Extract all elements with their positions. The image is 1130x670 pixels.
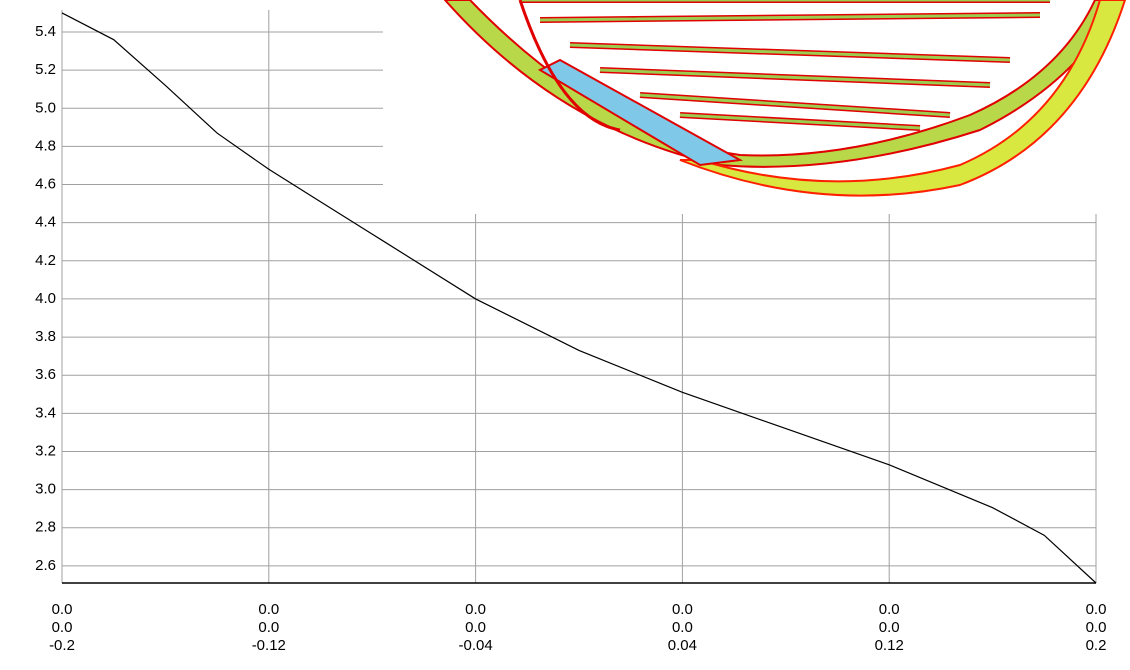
y-tick-label: 4.6 [35,176,56,193]
y-tick-label: 5.0 [35,99,56,116]
y-tick-label: 2.8 [35,519,56,536]
y-tick-label: 4.0 [35,290,56,307]
y-tick-label: 4.8 [35,137,56,154]
x-tick-label-row: 0.0 [1086,601,1107,618]
x-tick-label: 0.04 [668,637,697,654]
y-tick-label: 5.2 [35,61,56,78]
x-tick-label-row: 0.0 [879,601,900,618]
y-tick-label: 3.8 [35,328,56,345]
y-tick-label: 3.4 [35,404,56,421]
x-tick-label: 0.12 [875,637,904,654]
x-tick-label-row: 0.0 [672,601,693,618]
x-tick-label-row: 0.0 [465,601,486,618]
x-tick-label-row: 0.0 [258,601,279,618]
x-tick-label-row: 0.0 [465,619,486,636]
x-tick-label-row: 0.0 [52,601,73,618]
y-tick-label: 3.6 [35,366,56,383]
x-tick-label-row: 0.0 [879,619,900,636]
mesh-overlay [383,0,1130,214]
chart: 2.6 2.8 3.0 3.2 3.4 3.6 3.8 4.0 4.2 4.4 4.6 4.8 5.0 5… [0,0,1130,670]
x-tick-label-row: 0.0 [1086,619,1107,636]
x-tick-label: -0.2 [49,637,75,654]
y-tick-label: 4.4 [35,214,56,231]
x-tick-label-row: 0.0 [672,619,693,636]
y-tick-label: 4.2 [35,252,56,269]
page: {"chart_data": { "type": "line", "x": [-… [0,0,1130,670]
x-tick-label-row: 0.0 [258,619,279,636]
y-tick-label: 3.2 [35,442,56,459]
y-tick-label: 5.4 [35,23,56,40]
x-tick-label-row: 0.0 [52,619,73,636]
y-tick-label: 3.0 [35,481,56,498]
x-tick-label: 0.2 [1086,637,1107,654]
x-tick-label: -0.04 [458,637,492,654]
y-tick-label: 2.6 [35,557,56,574]
x-tick-label: -0.12 [252,637,286,654]
